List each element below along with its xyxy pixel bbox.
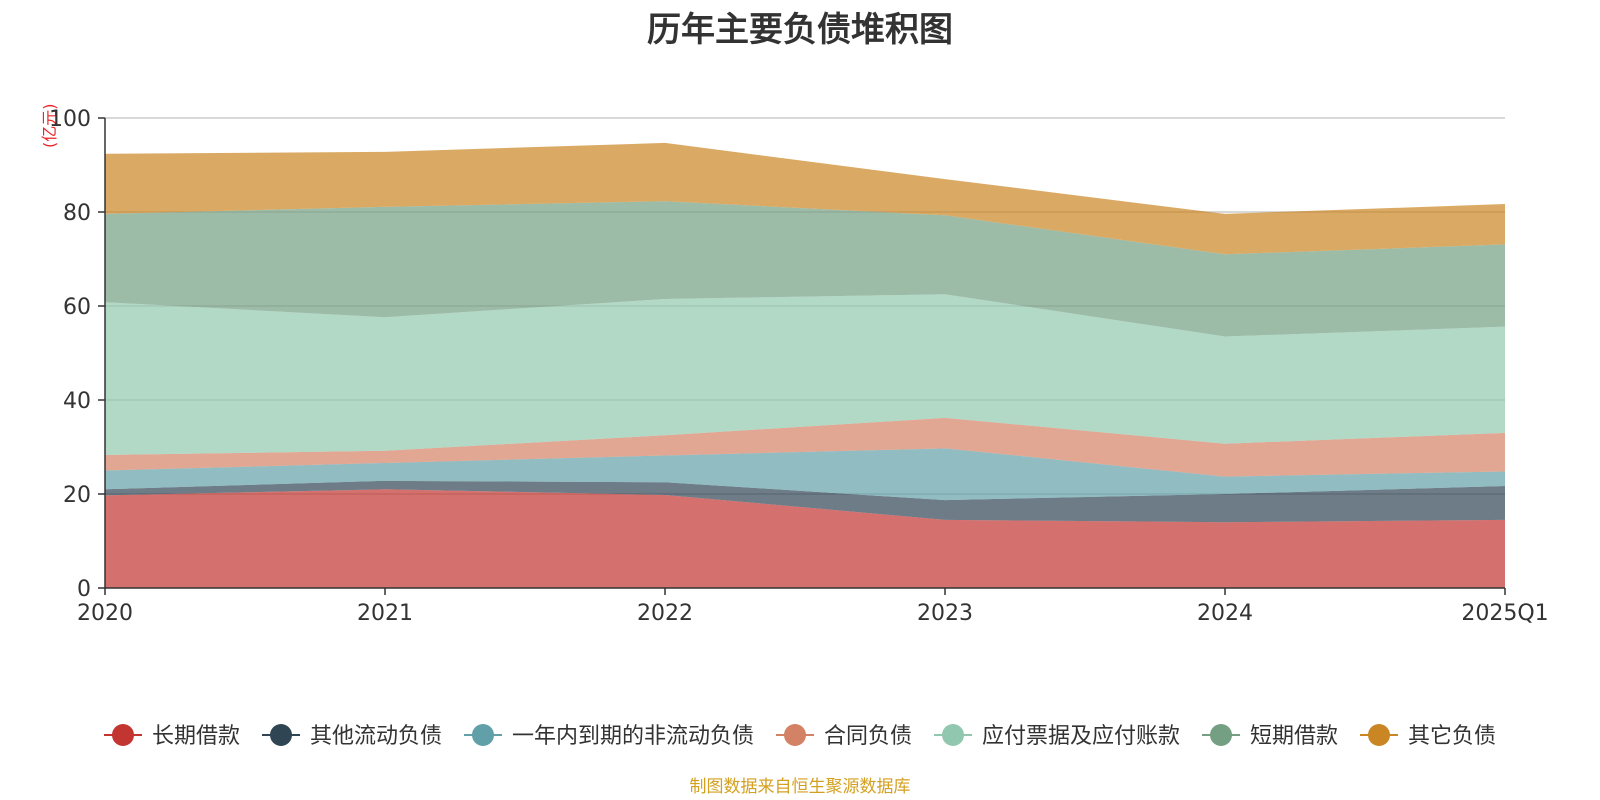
y-tick-label: 80 (63, 201, 91, 226)
legend-label: 一年内到期的非流动负债 (511, 724, 754, 749)
x-tick-label: 2020 (77, 601, 133, 626)
area-series-3 (105, 417, 1505, 477)
legend-label: 短期借款 (1250, 724, 1339, 749)
legend-item[interactable]: 其他流动负债 (261, 718, 442, 750)
area-series (105, 142, 1505, 588)
axes (104, 118, 1505, 589)
y-tick-label: 40 (63, 389, 91, 414)
y-axis-ticks: 0 20 40 60 80 100 (49, 107, 105, 602)
legend-marker-icon (1202, 724, 1241, 746)
legend-marker-icon (463, 724, 502, 746)
y-tick-label: 100 (49, 107, 91, 132)
legend-marker-icon (934, 724, 972, 746)
y-tick-label: 60 (63, 295, 91, 320)
y-tick-label: 0 (77, 577, 91, 602)
x-tick-label: 2024 (1197, 601, 1253, 626)
legend-label: 其他流动负债 (309, 724, 442, 749)
x-tick-label: 2022 (637, 601, 693, 626)
area-series-4 (105, 294, 1505, 455)
legend-marker-icon (261, 724, 300, 746)
stacked-area-chart: 2020 2021 2022 2023 2024 2025Q1 0 20 40 60 80 100 (49, 107, 1549, 626)
area-series-2 (105, 448, 1505, 501)
legend-item[interactable]: 一年内到期的非流动负债 (463, 718, 754, 750)
legend-label: 合同负债 (823, 724, 912, 749)
area-series-0 (105, 489, 1505, 588)
y-tick-label: 20 (63, 483, 91, 508)
x-tick-label: 2023 (917, 601, 973, 626)
x-axis-ticks: 2020 2021 2022 2023 2024 2025Q1 (77, 588, 1549, 626)
area-series-5 (105, 201, 1505, 337)
legend-marker-icon (1360, 724, 1399, 746)
x-tick-label: 2021 (357, 601, 413, 626)
legend: 长期借款 其他流动负债 一年内到期的非流动负债 合同负债 应付票据及应付账款 短期借款 其它… (0, 718, 1600, 750)
chart-title: 历年主要负债堆积图 (647, 10, 953, 50)
legend-item[interactable]: 合同负债 (775, 718, 912, 750)
legend-label: 其它负债 (1408, 724, 1497, 749)
area-series-6 (105, 142, 1505, 255)
legend-item[interactable]: 长期借款 (103, 718, 240, 750)
legend-item[interactable]: 应付票据及应付账款 (934, 718, 1180, 750)
legend-label: 长期借款 (151, 724, 240, 749)
data-source-note: 制图数据来自恒生聚源数据库 (689, 777, 911, 797)
area-series-1 (105, 480, 1505, 523)
legend-item[interactable]: 短期借款 (1202, 718, 1338, 750)
legend-marker-icon (775, 724, 814, 746)
legend-marker-icon (103, 724, 142, 746)
x-tick-label: 2025Q1 (1461, 601, 1548, 626)
legend-item[interactable]: 其它负债 (1360, 718, 1496, 750)
legend-label: 应付票据及应付账款 (982, 724, 1181, 749)
